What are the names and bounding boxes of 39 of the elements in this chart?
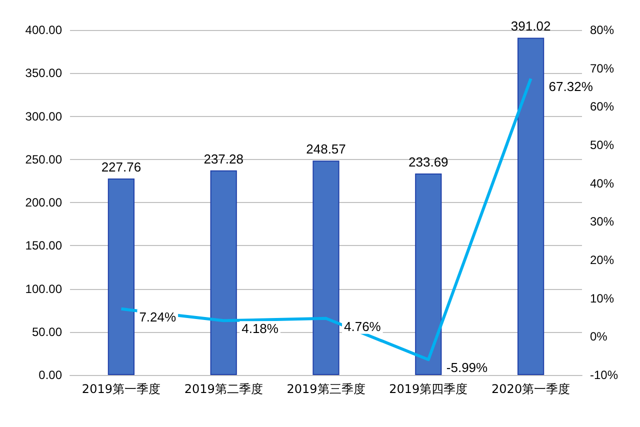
y-tick-label: 400.00 [25,23,62,37]
bar [517,38,544,375]
y-tick-label: 100.00 [25,282,62,296]
data-label: 4.18% [242,321,279,336]
x-tick-label: 2019第三季度 [286,382,366,396]
y-tick-label: 150.00 [25,238,62,253]
y-tick-label: 350.00 [25,66,62,80]
y2-tick-label: 10% [590,291,614,306]
bar [312,160,340,375]
x-tick-label: 2020第一季度 [492,382,570,396]
data-label: -5.99% [446,360,488,376]
y2-tick-label: 30% [590,214,614,229]
y2-tick-label: -10% [590,368,618,382]
y2-tick-label: 40% [590,176,614,190]
y-tick-label: 250.00 [25,152,62,166]
bar [108,178,135,375]
data-label: 233.69 [408,154,448,170]
data-label: 227.76 [101,160,142,175]
y2-tick-label: 0% [590,330,608,344]
data-label: 7.24% [139,309,176,324]
data-label: 248.57 [306,142,346,157]
y2-tick-label: 80% [590,23,614,37]
y2-tick-label: 50% [590,138,614,152]
y-tick-label: 0.00 [38,368,62,382]
y2-tick-label: 20% [590,253,614,267]
y-tick-label: 50.00 [32,324,62,339]
data-label: 391.02 [510,18,551,34]
data-label: 4.76% [344,318,382,334]
y2-tick-label: 70% [590,61,614,76]
y-tick-label: 300.00 [25,109,62,124]
x-tick-label: 2019第一季度 [82,382,160,396]
y2-tick-label: 60% [590,100,614,114]
bar [415,173,442,375]
x-tick-label: 2019第二季度 [184,382,263,396]
x-tick-label: 2019第四季度 [389,382,468,396]
data-label: 67.32% [548,79,594,94]
data-label: 237.28 [204,151,244,166]
y-tick-label: 200.00 [25,196,62,210]
bar [210,170,237,375]
